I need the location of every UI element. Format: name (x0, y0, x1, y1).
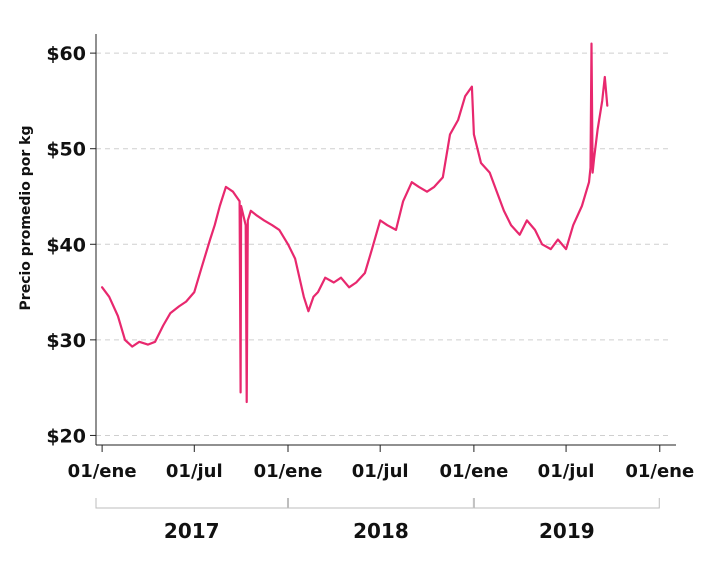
year-bracket-line (473, 498, 660, 509)
price-series-line (100, 42, 609, 404)
axes (90, 34, 676, 509)
year-bracket (95, 498, 288, 509)
y-axis-title: Precio promedio por kg (18, 126, 34, 311)
x-tick-label: 01/ene (254, 461, 323, 482)
year-label: 2019 (539, 519, 595, 543)
y-tick-label: $40 (46, 234, 86, 256)
x-tick-label: 01/ene (625, 461, 694, 482)
year-label: 2017 (164, 519, 220, 543)
grid-lines (96, 52, 668, 436)
year-bracket-line (95, 498, 288, 509)
y-tick-label: $60 (46, 43, 86, 65)
year-bracket (288, 498, 474, 509)
tick-labels: $20 $30 $40 $50 $60 01/ene 01/jul 01/ene 01/jul 0… (46, 43, 694, 543)
y-tick-label: $50 (46, 139, 86, 161)
year-bracket (473, 498, 660, 509)
y-tick-label: $20 (46, 425, 86, 447)
year-bracket-line (288, 498, 474, 509)
x-tick-label: 01/jul (166, 461, 223, 482)
x-tick-label: 01/jul (352, 461, 409, 482)
x-tick-label: 01/jul (538, 461, 595, 482)
x-tick-label: 01/ene (68, 461, 137, 482)
series-layer (100, 42, 609, 404)
x-tick-label: 01/ene (439, 461, 508, 482)
y-tick-label: $30 (46, 330, 86, 352)
year-label: 2018 (353, 519, 409, 543)
